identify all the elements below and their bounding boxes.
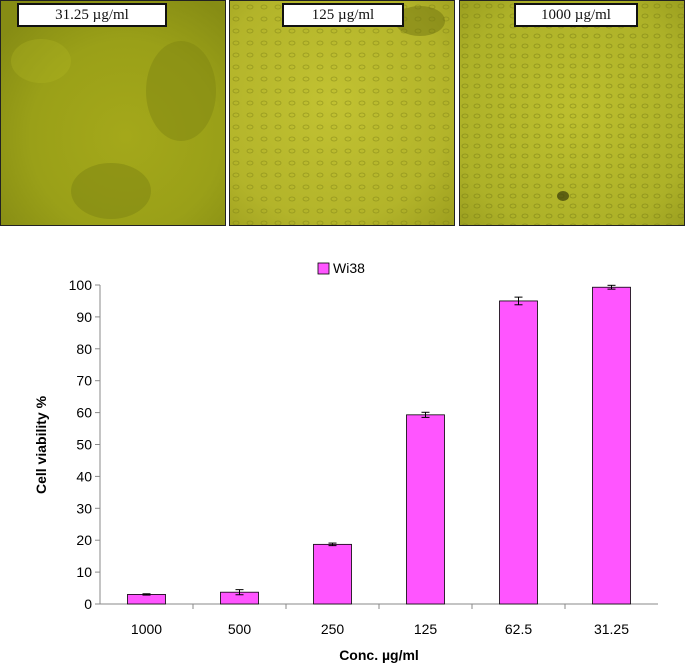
micrograph-image-1 [1, 1, 225, 225]
bar [499, 300, 538, 605]
y-tick-label: 60 [76, 405, 92, 421]
micrograph-panel-2: 125 µg/ml [229, 0, 455, 226]
cell-viability-chart: Wi38 0 10 20 30 40 50 60 70 80 90 100 1000 500 250 125… [33, 260, 658, 663]
panel-label-3: 1000 µg/ml [514, 3, 638, 27]
y-tick-label: 40 [76, 468, 92, 484]
y-tick-label: 80 [76, 341, 92, 357]
micrograph-panel-3: 1000 µg/ml [459, 0, 685, 226]
bar [592, 286, 631, 605]
bar [406, 414, 445, 605]
y-tick-label: 90 [76, 309, 92, 325]
panel-label-1: 31.25 µg/ml [17, 3, 167, 27]
x-tick-label: 1000 [131, 621, 162, 637]
panel-label-2: 125 µg/ml [282, 3, 404, 27]
micrograph-image-3 [460, 1, 684, 225]
x-axis-title: Conc. µg/ml [339, 647, 419, 663]
x-tick-label: 250 [321, 621, 345, 637]
legend-swatch [317, 262, 330, 275]
y-axis-title: Cell viability % [33, 395, 49, 494]
y-tick-label: 100 [69, 277, 93, 293]
x-tick-label: 31.25 [594, 621, 629, 637]
x-tick-label: 500 [228, 621, 252, 637]
y-tick-label: 50 [76, 437, 92, 453]
x-tick-label: 62.5 [505, 621, 532, 637]
y-tick-label: 30 [76, 500, 92, 516]
y-tick-label: 20 [76, 532, 92, 548]
plot-area: 0 10 20 30 40 50 60 70 80 90 100 1000 500 250 125 62.5 3… [69, 277, 658, 637]
bar [313, 543, 352, 605]
y-tick-label: 10 [76, 564, 92, 580]
micrograph-panel-1: 31.25 µg/ml [0, 0, 226, 226]
legend: Wi38 [317, 260, 365, 276]
x-tick-label: 125 [414, 621, 438, 637]
legend-label: Wi38 [333, 260, 365, 276]
y-tick-label: 0 [84, 596, 92, 612]
micrograph-image-2 [230, 1, 454, 225]
bar [127, 594, 166, 605]
y-tick-label: 70 [76, 373, 92, 389]
